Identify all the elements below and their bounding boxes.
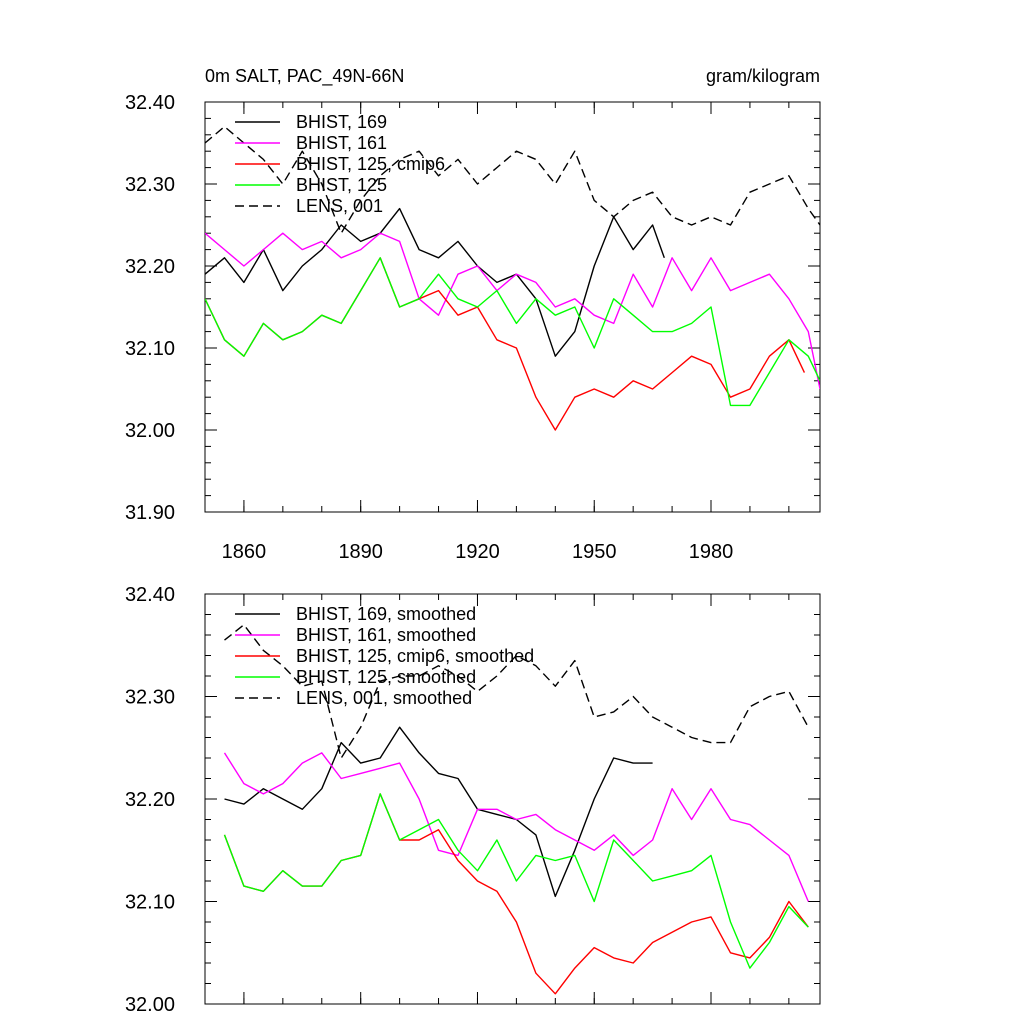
y-tick-label-top: 32.00	[125, 420, 175, 442]
legend-label-top-2: BHIST, 125, cmip6	[296, 154, 445, 174]
series-line-top-1	[205, 232, 820, 390]
series-line-bottom-0	[224, 726, 653, 898]
series-line-bottom-4	[224, 624, 809, 759]
x-tick-label-top: 1950	[572, 541, 617, 563]
series-line-top-4	[205, 125, 820, 234]
top-panel: 31.90 32.00 32.10 32.20 32.30 32.40 1860 1890 19…	[125, 92, 821, 563]
y-tick-label-bottom: 32.20	[125, 789, 175, 811]
legend-label-bottom-2: BHIST, 125, cmip6, smoothed	[296, 646, 534, 666]
x-tick-label-top: 1860	[222, 541, 267, 563]
legend-label-bottom-3: BHIST, 125, smoothed	[296, 667, 476, 687]
series-line-bottom-3	[223, 793, 809, 969]
y-tick-label-top: 32.10	[125, 338, 175, 360]
series-line-bottom-2	[223, 793, 809, 995]
y-tick-label-top: 32.30	[125, 174, 175, 196]
y-tick-label-bottom: 32.00	[125, 994, 175, 1016]
legend-label-top-4: LENS, 001	[296, 196, 383, 216]
legend-label-top-3: BHIST, 125	[296, 175, 387, 195]
legend-label-top-0: BHIST, 169	[296, 112, 387, 132]
y-tick-label-top: 31.90	[125, 502, 175, 524]
series-line-top-3	[205, 257, 820, 407]
y-tick-label-top: 32.20	[125, 256, 175, 278]
legend-label-top-1: BHIST, 161	[296, 133, 387, 153]
chart-title: 0m SALT, PAC_49N-66N	[205, 66, 404, 87]
bottom-panel: 32.00 32.10 32.20 32.30 32.40 BHIST, 169, smo…	[125, 584, 821, 1016]
x-tick-label-top: 1980	[689, 541, 734, 563]
y-tick-label-bottom: 32.30	[125, 687, 175, 709]
legend-label-bottom-0: BHIST, 169, smoothed	[296, 604, 476, 624]
plot-frame-top	[204, 101, 821, 513]
y-tick-label-bottom: 32.10	[125, 892, 175, 914]
legend-label-bottom-4: LENS, 001, smoothed	[296, 688, 472, 708]
x-tick-label-top: 1890	[338, 541, 383, 563]
y-tick-label-bottom: 32.40	[125, 584, 175, 606]
x-tick-label-top: 1920	[455, 541, 500, 563]
y-tick-label-top: 32.40	[125, 92, 175, 114]
units-label: gram/kilogram	[706, 66, 820, 86]
legend-label-bottom-1: BHIST, 161, smoothed	[296, 625, 476, 645]
series-line-top-0	[205, 207, 665, 357]
series-line-bottom-1	[223, 752, 809, 902]
